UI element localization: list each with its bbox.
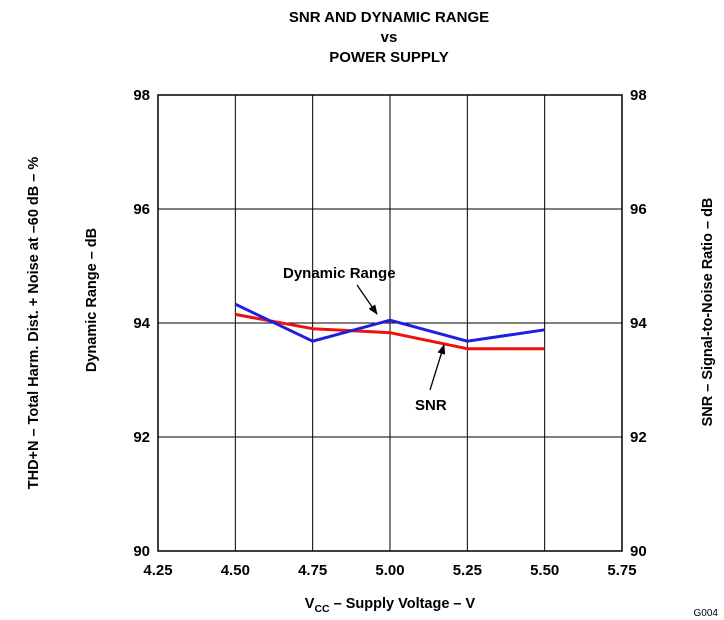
dynamic-range-arrow	[356, 284, 378, 315]
y-tick-label-right: 96	[630, 201, 647, 218]
y-axis-label-right: SNR – Signal-to-Noise Ratio – dB	[700, 198, 716, 427]
x-tick-label: 5.75	[607, 562, 636, 579]
y-tick-label-right: 92	[630, 429, 647, 446]
x-tick-label: 4.75	[298, 562, 327, 579]
y-tick-label-right: 98	[630, 87, 647, 104]
chart-title-line-2: vs	[381, 29, 398, 46]
series-lines	[234, 302, 545, 351]
y-tick-label-left: 92	[133, 429, 150, 446]
dynamic-range-line	[234, 302, 545, 343]
snr-line	[235, 312, 545, 351]
chart-title-line-3: POWER SUPPLY	[329, 49, 448, 66]
y-tick-label-left: 94	[133, 315, 150, 332]
x-axis-label: VCC – Supply Voltage – V	[305, 596, 476, 615]
plot-frame	[157, 94, 623, 552]
y-axis-label-left-inner: Dynamic Range – dB	[84, 228, 100, 372]
x-tick-label: 4.50	[221, 562, 250, 579]
y-tick-label-left: 98	[133, 87, 150, 104]
x-tick-label: 5.25	[453, 562, 482, 579]
y-tick-label-right: 94	[630, 315, 647, 332]
chart-title-line-1: SNR AND DYNAMIC RANGE	[289, 9, 489, 26]
axis-ticks: 90 90 92 92 94 94 96 96 98 98 4.25 4.50 4.75 5.00 5.25…	[133, 87, 647, 579]
gridlines	[158, 95, 622, 551]
snr-arrow	[429, 344, 446, 391]
figure-id: G004	[694, 608, 719, 619]
x-tick-label: 5.50	[530, 562, 559, 579]
y-tick-label-right: 90	[630, 543, 647, 560]
y-axis-label-left-outer: THD+N – Total Harm. Dist. + Noise at –60…	[26, 157, 42, 490]
x-tick-label: 4.25	[143, 562, 172, 579]
y-tick-label-left: 96	[133, 201, 150, 218]
snr-annotation: SNR	[415, 397, 447, 414]
x-tick-label: 5.00	[375, 562, 404, 579]
dynamic-range-annotation: Dynamic Range	[283, 265, 396, 282]
y-tick-label-left: 90	[133, 543, 150, 560]
